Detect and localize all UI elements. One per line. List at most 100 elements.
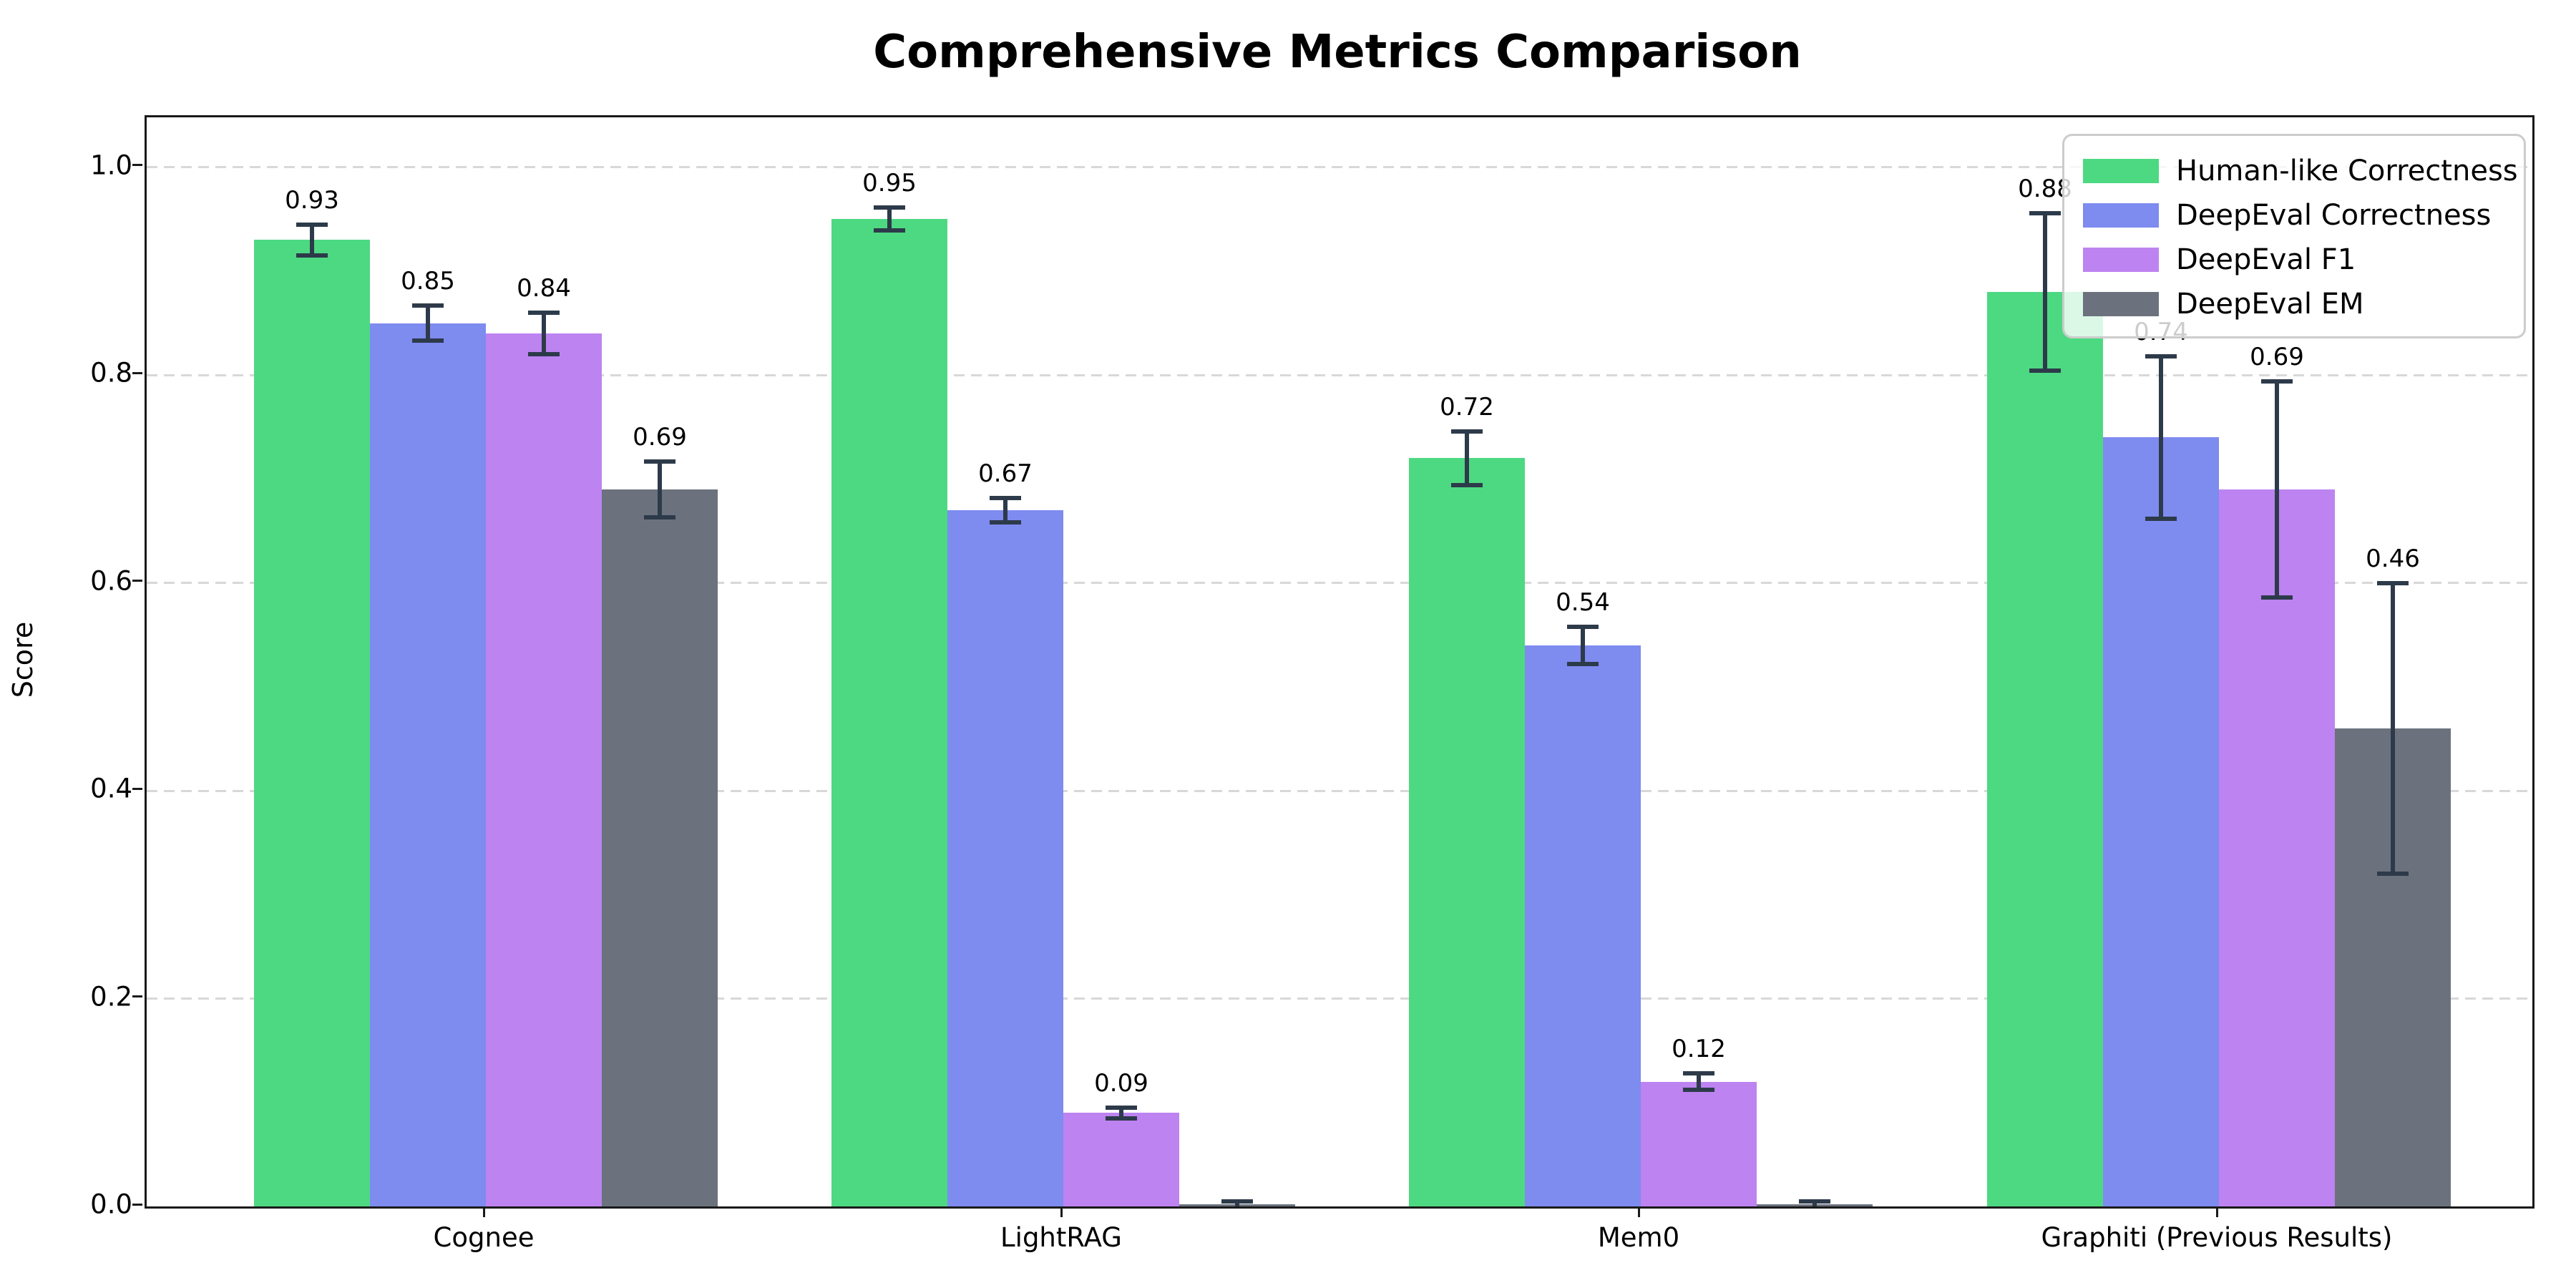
error-bar (1119, 1108, 1123, 1118)
error-bar-cap (990, 495, 1021, 500)
bar-deepeval-f1-2 (1641, 1081, 1757, 1206)
error-bar-cap (990, 520, 1021, 525)
legend-label: DeepEval F1 (2176, 243, 2356, 276)
bar-human-like-correctness-0 (254, 240, 370, 1206)
error-bar-cap (2145, 354, 2177, 359)
error-bar (1813, 1201, 1817, 1206)
error-bar-cap (296, 253, 328, 258)
bar-value-label: 0.46 (2366, 544, 2420, 573)
error-bar-cap (2261, 595, 2293, 600)
y-tick-label: 0.0 (90, 1189, 132, 1220)
error-bar (542, 313, 546, 355)
y-tick-label: 0.6 (90, 565, 132, 597)
bar-deepeval-correctness-3 (2103, 437, 2219, 1206)
legend-label: Human-like Correctness (2176, 155, 2518, 187)
bar-value-label: 0.69 (633, 422, 687, 452)
legend-swatch-icon (2083, 292, 2159, 316)
legend: Human-like Correctness DeepEval Correctne… (2062, 134, 2526, 338)
error-bar-cap (2377, 872, 2409, 877)
y-tick-mark (132, 995, 142, 998)
legend-row: DeepEval EM (2083, 282, 2524, 326)
bar-value-label: 0.12 (1672, 1035, 1726, 1064)
gridline-y-0.8 (147, 374, 2532, 376)
error-bar (1003, 497, 1008, 523)
error-bar (887, 208, 892, 231)
x-tick-mark (1637, 1206, 1640, 1217)
error-bar-cap (1106, 1116, 1137, 1121)
error-bar (1465, 431, 1469, 486)
legend-swatch-icon (2083, 248, 2159, 272)
bar-value-label: 0.93 (285, 185, 339, 215)
error-bar (426, 305, 430, 341)
error-bar-cap (528, 311, 560, 316)
bar-human-like-correctness-1 (831, 219, 947, 1206)
x-tick-mark (2215, 1206, 2218, 1217)
error-bar-cap (2145, 516, 2177, 521)
x-tick-label-0: Cognee (433, 1222, 535, 1253)
error-bar-cap (1451, 429, 1483, 434)
bar-value-label: 0.67 (978, 459, 1033, 488)
error-bar-cap (1221, 1199, 1253, 1204)
y-tick-mark (132, 1203, 142, 1206)
error-bar-cap (1567, 661, 1599, 666)
x-tick-label-1: LightRAG (1000, 1222, 1122, 1253)
error-bar-cap (874, 228, 905, 233)
bar-deepeval-correctness-1 (947, 509, 1063, 1206)
bar-deepeval-correctness-2 (1525, 645, 1641, 1206)
x-tick-mark (482, 1206, 485, 1217)
legend-swatch-icon (2083, 203, 2159, 228)
error-bar (1697, 1073, 1701, 1091)
error-bar (2043, 213, 2047, 371)
bar-deepeval-f1-1 (1063, 1113, 1179, 1206)
x-tick-label-2: Mem0 (1597, 1222, 1680, 1253)
bar-value-label: 0.72 (1440, 392, 1494, 421)
bar-deepeval-correctness-0 (370, 323, 486, 1206)
bar-deepeval-em-0 (602, 489, 718, 1206)
bar-deepeval-f1-0 (486, 333, 602, 1206)
error-bar-cap (412, 303, 444, 308)
gridline-y-0.4 (147, 789, 2532, 792)
bar-value-label: 0.95 (862, 169, 917, 198)
bar-human-like-correctness-2 (1409, 458, 1525, 1206)
bar-value-label: 0.84 (517, 274, 571, 303)
bar-value-label: 0.09 (1094, 1069, 1148, 1098)
error-bar (2391, 582, 2395, 874)
bar-value-label: 0.85 (401, 266, 455, 296)
error-bar-cap (644, 459, 675, 464)
error-bar (2275, 381, 2279, 597)
y-tick-mark (132, 580, 142, 582)
legend-swatch-icon (2083, 159, 2159, 183)
error-bar-cap (874, 205, 905, 210)
gridline-y-1.0 (147, 166, 2532, 169)
error-bar-cap (1683, 1088, 1714, 1093)
error-bar-cap (1683, 1071, 1714, 1076)
y-tick-label: 1.0 (90, 150, 132, 181)
error-bar-cap (296, 222, 328, 227)
error-bar (1235, 1201, 1239, 1206)
y-tick-label: 0.2 (90, 981, 132, 1013)
bar-value-label: 0.54 (1556, 587, 1610, 617)
error-bar-cap (2029, 369, 2061, 374)
legend-row: DeepEval F1 (2083, 238, 2524, 282)
x-tick-mark (1060, 1206, 1063, 1217)
error-bar (2159, 356, 2163, 519)
chart-title: Comprehensive Metrics Comparison (873, 26, 1802, 79)
y-axis-label: Score (7, 621, 39, 698)
legend-label: DeepEval EM (2176, 288, 2364, 321)
error-bar-cap (1106, 1106, 1137, 1111)
x-tick-label-3: Graphiti (Previous Results) (2041, 1222, 2393, 1253)
error-bar-cap (1567, 624, 1599, 629)
bar-human-like-correctness-3 (1987, 292, 2103, 1206)
y-tick-label: 0.4 (90, 773, 132, 804)
error-bar (1581, 626, 1585, 664)
bar-deepeval-f1-3 (2219, 489, 2335, 1206)
y-tick-label: 0.8 (90, 357, 132, 389)
error-bar-cap (2377, 580, 2409, 585)
plot-area: Human-like Correctness DeepEval Correctne… (145, 115, 2534, 1209)
gridline-y-0.2 (147, 997, 2532, 1000)
error-bar-cap (528, 352, 560, 357)
error-bar-cap (2029, 210, 2061, 215)
error-bar (310, 224, 314, 256)
bar-value-label: 0.69 (2250, 342, 2304, 371)
